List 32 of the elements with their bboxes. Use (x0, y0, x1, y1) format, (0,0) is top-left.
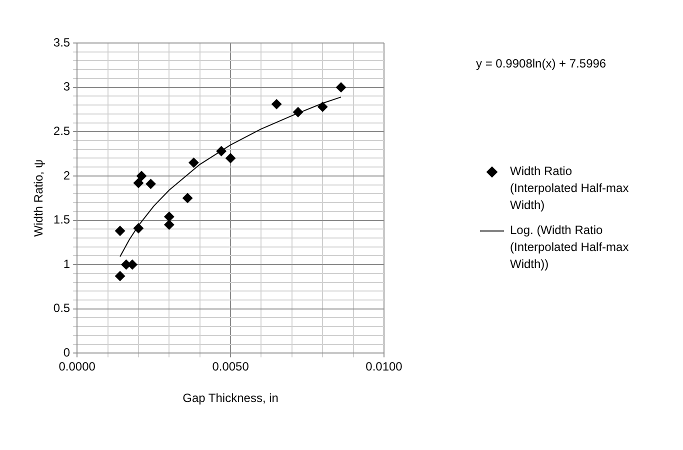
x-axis-title: Gap Thickness, in (182, 391, 278, 406)
point (293, 107, 304, 118)
point (336, 82, 346, 92)
y-tick-label: 3.5 (53, 35, 70, 50)
point (226, 153, 236, 164)
point (136, 170, 147, 181)
y-axis-title: Width Ratio, ψ (32, 159, 46, 237)
point (188, 158, 199, 168)
x-tick-label: 0.0100 (366, 360, 403, 374)
point (216, 146, 226, 156)
x-tick-label: 0.0050 (212, 360, 250, 374)
point (133, 178, 144, 188)
y-tick-label: 2.5 (53, 124, 70, 138)
text: y = 0.9908ln(x) + 7.5996 (476, 56, 606, 70)
point (164, 212, 174, 222)
y-tick-label: 1.5 (53, 212, 70, 227)
y-tick-label: 0.5 (53, 301, 70, 316)
legend-label: Log. (Width Ratio (Interpolated Half-max Width)) (510, 222, 630, 273)
legend-label: Width Ratio (Interpolated Half-max Width) (510, 163, 630, 214)
point (115, 271, 126, 282)
y-tick-label: 2 (63, 168, 70, 182)
point (182, 193, 193, 204)
point (146, 178, 156, 189)
y-tick-label: 1 (63, 256, 70, 271)
y-tick-label: 3 (63, 80, 70, 94)
point (272, 99, 282, 110)
point (164, 220, 174, 230)
point (115, 226, 126, 236)
x-tick-label: 0.0000 (58, 360, 96, 374)
point (318, 102, 328, 112)
y-tick-label: 0 (63, 346, 70, 360)
point (133, 223, 144, 234)
